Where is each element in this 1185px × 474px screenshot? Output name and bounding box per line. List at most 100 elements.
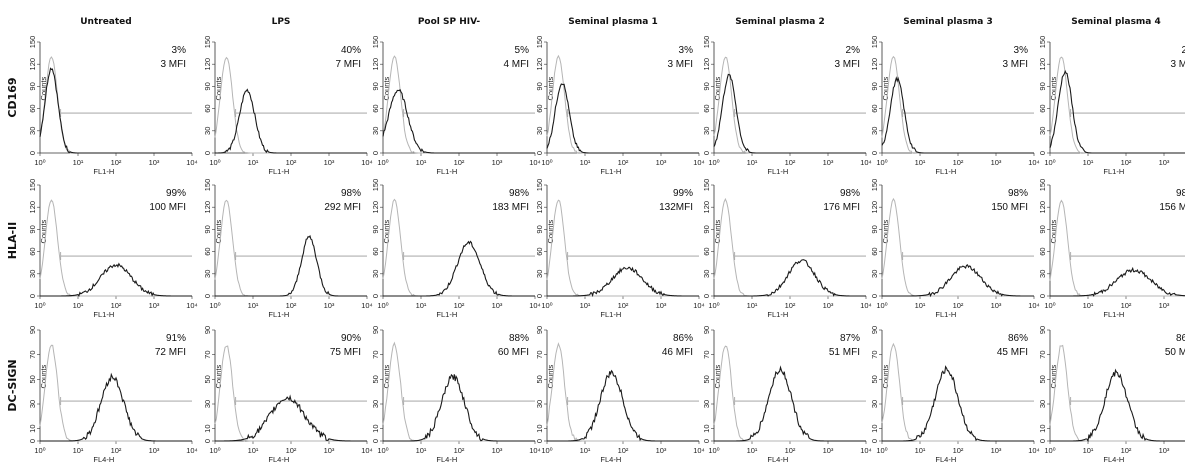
y-tick-label: 90 xyxy=(28,225,37,233)
y-tick-label: 0 xyxy=(870,151,879,155)
x-tick-label: 10⁰ xyxy=(708,301,719,310)
gate-marker xyxy=(902,109,1034,118)
y-tick-label: 30 xyxy=(1038,400,1047,408)
x-tick-label: 10³ xyxy=(149,301,160,310)
y-tick-label: 70 xyxy=(203,350,212,358)
mfi-label: 3 MFI xyxy=(1170,59,1185,70)
mfi-label: 150 MFI xyxy=(991,202,1028,213)
x-tick-label: 10⁰ xyxy=(34,301,45,310)
mfi-label: 3 MFI xyxy=(160,59,186,70)
gate-marker xyxy=(567,109,699,118)
percent-positive-label: 3% xyxy=(1014,45,1029,56)
x-tick-label: 10¹ xyxy=(1083,301,1094,310)
y-tick-label: 30 xyxy=(1038,127,1047,135)
y-tick-label: 150 xyxy=(203,36,212,49)
y-tick-label: 0 xyxy=(535,439,544,443)
y-tick-label: 50 xyxy=(702,375,711,383)
x-axis-title: FL1-H xyxy=(268,310,289,319)
y-tick-label: 60 xyxy=(1038,104,1047,112)
x-tick-label: 10⁴ xyxy=(693,301,705,310)
histogram-panel: 0 10 30 50 70 90 Counts 10⁰ 10¹ 10² 10³ 10⁴ FL4-H 91%… xyxy=(28,326,198,464)
x-tick-label: 10⁴ xyxy=(529,158,541,167)
mfi-label: 46 MFI xyxy=(662,347,693,358)
x-tick-label: 10³ xyxy=(656,158,667,167)
y-axis-title: Counts xyxy=(546,364,555,388)
y-axis-title: Counts xyxy=(39,364,48,388)
x-tick-label: 10¹ xyxy=(747,446,758,455)
x-axis-title: FL1-H xyxy=(767,310,788,319)
percent-positive-label: 86% xyxy=(1176,333,1185,344)
y-axis-title: Counts xyxy=(881,219,890,243)
y-axis-title: Counts xyxy=(546,219,555,243)
percent-positive-label: 99% xyxy=(166,188,186,199)
sample-histogram-curve xyxy=(714,365,866,442)
mfi-label: 100 MFI xyxy=(149,202,186,213)
y-tick-label: 120 xyxy=(702,58,711,71)
x-axis-title: FL1-H xyxy=(436,310,457,319)
histogram-panel: 0 10 30 50 70 90 Counts 10⁰ 10¹ 10² 10³ 10⁴ FL4-H 86%… xyxy=(535,326,705,464)
y-tick-label: 0 xyxy=(371,294,380,298)
y-tick-label: 150 xyxy=(203,179,212,192)
gate-marker xyxy=(235,109,367,118)
y-tick-label: 120 xyxy=(702,201,711,214)
mfi-label: 3 MFI xyxy=(1002,59,1028,70)
y-tick-label: 150 xyxy=(1038,179,1047,192)
y-axis-title: Counts xyxy=(39,219,48,243)
y-tick-label: 90 xyxy=(702,82,711,90)
histogram-panel: 0 30 60 90 120 150 Counts 10⁰ 10¹ 10² 10³ 10⁴ FL1-H 5… xyxy=(371,36,541,176)
x-tick-label: 10⁰ xyxy=(209,301,220,310)
x-axis-title: FL4-H xyxy=(600,455,621,464)
y-tick-label: 150 xyxy=(535,36,544,49)
sample-histogram-curve xyxy=(546,83,699,154)
histogram-panel: 0 30 60 90 120 150 Counts 10⁰ 10¹ 10² 10³ 10⁴ FL1-H 9… xyxy=(870,179,1040,319)
x-tick-label: 10³ xyxy=(823,446,834,455)
isotype-control-curve xyxy=(881,197,1034,297)
y-tick-label: 0 xyxy=(28,439,37,443)
y-tick-label: 70 xyxy=(28,350,37,358)
y-axis-title: Counts xyxy=(546,76,555,100)
y-tick-label: 120 xyxy=(28,58,37,71)
sample-histogram-curve xyxy=(713,73,866,154)
isotype-control-curve xyxy=(546,54,699,154)
y-tick-label: 30 xyxy=(535,270,544,278)
isotype-control-curve xyxy=(214,56,367,154)
isotype-control-curve xyxy=(214,345,367,442)
y-tick-label: 30 xyxy=(702,400,711,408)
isotype-control-curve xyxy=(39,199,192,297)
x-tick-label: 10¹ xyxy=(73,446,84,455)
x-tick-label: 10³ xyxy=(492,158,503,167)
mfi-label: 3 MFI xyxy=(834,59,860,70)
mfi-label: 75 MFI xyxy=(330,347,361,358)
y-tick-label: 150 xyxy=(28,179,37,192)
x-axis-title: FL1-H xyxy=(600,167,621,176)
x-axis-title: FL1-H xyxy=(935,167,956,176)
gate-marker xyxy=(235,252,367,261)
x-tick-label: 10² xyxy=(111,158,122,167)
column-title: Untreated xyxy=(80,17,131,27)
x-tick-label: 10² xyxy=(286,301,297,310)
y-tick-label: 150 xyxy=(371,179,380,192)
y-tick-label: 150 xyxy=(702,36,711,49)
column-title: LPS xyxy=(272,17,291,27)
y-tick-label: 30 xyxy=(28,270,37,278)
x-tick-label: 10² xyxy=(111,301,122,310)
y-tick-label: 90 xyxy=(1038,225,1047,233)
y-tick-label: 0 xyxy=(1038,294,1047,298)
y-tick-label: 90 xyxy=(203,225,212,233)
percent-positive-label: 86% xyxy=(1008,333,1028,344)
x-tick-label: 10⁰ xyxy=(377,301,388,310)
y-tick-label: 90 xyxy=(870,326,879,334)
y-tick-label: 30 xyxy=(371,127,380,135)
gate-marker xyxy=(734,397,866,406)
y-tick-label: 90 xyxy=(1038,82,1047,90)
y-tick-label: 10 xyxy=(28,424,37,432)
gate-marker xyxy=(567,252,699,261)
y-tick-label: 30 xyxy=(203,270,212,278)
x-tick-label: 10⁴ xyxy=(186,446,198,455)
x-tick-label: 10⁰ xyxy=(34,446,45,455)
y-tick-label: 30 xyxy=(870,400,879,408)
y-tick-label: 50 xyxy=(203,375,212,383)
mfi-label: 132MFI xyxy=(659,202,693,213)
x-tick-label: 10¹ xyxy=(915,158,926,167)
y-tick-label: 90 xyxy=(1038,326,1047,334)
